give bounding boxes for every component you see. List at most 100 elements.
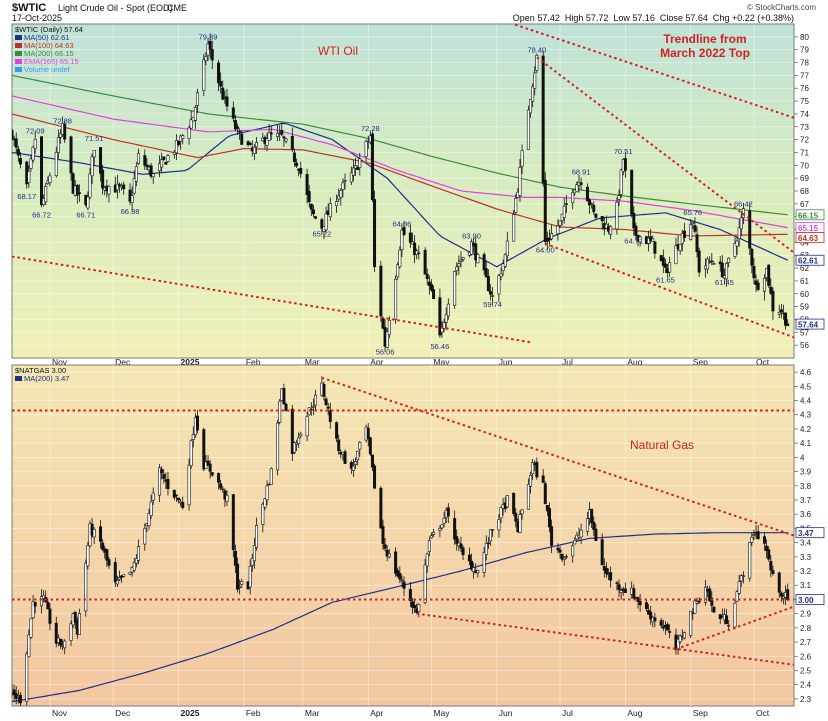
gas-candle-body [314, 394, 318, 406]
gas-candle-body [520, 509, 524, 515]
oil-candle-body [423, 249, 427, 275]
gas-price-tag-label: 3.47 [798, 529, 814, 538]
gas-candle-body [594, 528, 598, 541]
oil-ytick-label: 59 [800, 303, 809, 312]
oil-candle-body [769, 286, 773, 294]
oil-data-label: 66.72 [32, 210, 51, 219]
oil-candle-body [132, 178, 136, 194]
gas-candle-body [370, 454, 374, 468]
gas-candle-body [221, 488, 225, 491]
oil-candle-body [299, 168, 303, 174]
oil-xtick-label: 2025 [181, 357, 200, 367]
oil-ytick-label: 60 [800, 290, 809, 299]
oil-candle-body [486, 275, 490, 292]
oil-ytick-label: 73 [800, 123, 809, 132]
oil-candle-body [512, 214, 516, 242]
gas-xtick-label: Jul [562, 708, 573, 718]
oil-candle-body [575, 184, 579, 192]
gas-candle-body [86, 545, 90, 567]
oil-candle-body [145, 164, 149, 167]
oil-candle-body [311, 209, 315, 215]
gas-candle-body [231, 494, 235, 551]
ohlc-quote: Open 57.42 High 57.72 Low 57.16 Close 57… [513, 13, 794, 23]
gas-candle-body [491, 529, 495, 531]
gas-candle-body [149, 501, 153, 517]
oil-candle-body [189, 119, 193, 129]
gas-xtick-label: Sep [693, 708, 708, 718]
gas-candle-body [472, 567, 476, 573]
gas-candle-body [225, 494, 229, 502]
gas-candle-body [417, 604, 421, 612]
gas-ytick-label: 3.9 [800, 468, 812, 477]
gas-candle-body [769, 561, 773, 571]
gas-candle-body [208, 463, 212, 472]
gas-candle-body [122, 574, 126, 577]
gas-candle-body [499, 507, 503, 519]
oil-candle-body [354, 165, 358, 169]
oil-legend-label: MA(200) 66.15 [24, 49, 74, 58]
gas-candle-body [425, 553, 429, 567]
gas-candle-body [750, 537, 754, 543]
gas-candle-body [261, 503, 265, 525]
oil-panel: 68.17 72.09 66.72 72.88 66.71 71.51 66.98 79.39… [11, 23, 825, 359]
oil-legend-label: $WTIC (Daily) 57.64 [15, 25, 83, 34]
oil-candle-body [417, 252, 421, 255]
gas-candle-body [484, 542, 488, 555]
gas-candle-body [756, 531, 760, 540]
oil-candle-body [265, 138, 269, 146]
oil-candle-body [457, 263, 461, 267]
oil-candle-body [177, 140, 181, 145]
oil-ytick-label: 79 [800, 46, 809, 55]
gas-ytick-label: 2.7 [800, 638, 812, 647]
gas-candle-body [134, 558, 138, 564]
oil-candle-body [324, 213, 328, 231]
gas-candle-body [233, 550, 237, 566]
gas-candle-body [84, 562, 88, 612]
gas-candle-body [703, 586, 707, 603]
gas-ytick-label: 3.1 [800, 581, 812, 590]
gas-legend-label: $NATGAS 3.00 [15, 366, 66, 375]
oil-candle-body [535, 55, 539, 71]
oil-xtick-label: Aug [627, 357, 642, 367]
chart-header: $WTIC Light Crude Oil - Spot (EOD) CME 1… [12, 2, 816, 23]
gas-candle-body [250, 558, 254, 566]
oil-data-label: 64.00 [536, 245, 555, 254]
oil-candle-body [217, 62, 221, 84]
oil-candle-body [752, 266, 756, 279]
oil-candlesticks [12, 33, 790, 353]
oil-candle-body [193, 106, 197, 121]
oil-candle-body [550, 233, 554, 240]
oil-candle-body [725, 263, 729, 280]
oil-price-tag-label: 62.61 [798, 257, 819, 266]
oil-candle-body [529, 99, 533, 114]
oil-ytick-label: 70 [800, 161, 809, 170]
gas-candle-body [438, 528, 442, 531]
gas-candle-body [488, 529, 492, 542]
oil-data-label: 66.98 [121, 207, 140, 216]
gas-ytick-label: 2.3 [800, 695, 812, 704]
gas-candle-body [771, 570, 775, 574]
oil-candle-body [225, 96, 229, 107]
oil-price-tag-box [795, 318, 825, 330]
oil-xtick-label: Jul [562, 357, 573, 367]
gas-candle-body [162, 474, 166, 479]
gas-candle-body [666, 624, 670, 631]
gas-candle-body [659, 620, 663, 626]
oil-candle-body [678, 243, 682, 251]
oil-ytick-label: 56 [800, 341, 809, 350]
oil-price-tag-box [795, 209, 825, 221]
oil-candle-body [238, 130, 242, 133]
oil-candle-body [280, 129, 284, 135]
oil-candle-body [394, 278, 398, 320]
gas-ytick-label: 4 [800, 453, 805, 462]
gas-candle-body [219, 483, 223, 489]
gas-candle-body [128, 571, 132, 575]
oil-candle-body [172, 151, 176, 155]
gas-candle-body [335, 422, 339, 439]
gas-candle-body [440, 524, 444, 529]
gas-xtick-label: Mar [305, 708, 320, 718]
gas-candle-body [689, 610, 693, 636]
gas-candle-body [442, 517, 446, 524]
oil-candle-body [691, 221, 695, 224]
